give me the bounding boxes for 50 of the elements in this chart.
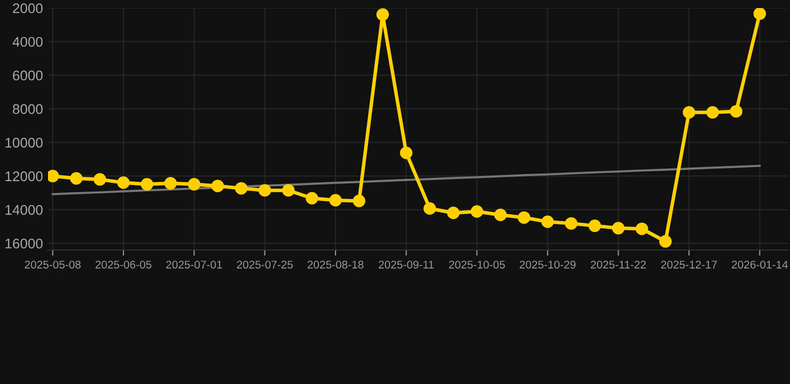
point — [352, 194, 366, 208]
point — [612, 222, 625, 234]
point — [424, 202, 436, 215]
y-tick-label: 12000 — [6, 171, 43, 182]
point — [564, 217, 578, 230]
point — [447, 206, 460, 220]
x-tick-label: 2025-08-18 — [308, 260, 364, 269]
x-tick-label: 2025-06-05 — [96, 260, 152, 269]
point — [753, 8, 766, 20]
point — [636, 222, 648, 236]
y-tick-label: 14000 — [6, 205, 43, 215]
point — [235, 182, 248, 195]
point — [730, 105, 742, 118]
y-tick-label: 4000 — [12, 36, 43, 47]
point — [117, 176, 130, 189]
x-tick-label: 2026-01-14 — [732, 260, 788, 269]
point — [70, 172, 83, 185]
y-tick-label: 2000 — [12, 3, 43, 14]
x-tick-label: 2025-05-08 — [24, 260, 81, 269]
point — [329, 194, 342, 207]
point — [659, 235, 672, 248]
point — [400, 146, 412, 160]
point — [494, 208, 507, 222]
x-tick-label: 2025-10-05 — [449, 260, 505, 269]
point — [140, 178, 154, 191]
y-tick-label: 8000 — [12, 104, 43, 114]
point — [306, 192, 318, 204]
x-tick-label: 2025-10-29 — [520, 260, 576, 269]
y-tick-label: 16000 — [6, 238, 43, 248]
point — [470, 205, 484, 218]
point — [706, 106, 719, 119]
y-tick-label: 6000 — [12, 70, 43, 80]
x-tick-label: 2025-07-25 — [236, 260, 293, 269]
point — [518, 211, 530, 224]
x-tick-label: 2025-12-17 — [661, 260, 717, 269]
line-series — [52, 164, 761, 196]
x-tick-label: 2025-07-01 — [166, 260, 222, 269]
point — [164, 177, 177, 190]
point — [94, 173, 106, 186]
point — [211, 180, 224, 192]
point — [682, 106, 696, 119]
x-tick-label: 2025-09-11 — [378, 260, 434, 269]
point — [376, 8, 389, 21]
point — [188, 178, 200, 191]
x-tick-label: 2025-11-22 — [590, 260, 646, 269]
y-tick-label: 10000 — [6, 138, 43, 148]
point — [541, 216, 554, 228]
point — [588, 220, 601, 232]
point — [258, 184, 272, 197]
point — [282, 184, 295, 197]
